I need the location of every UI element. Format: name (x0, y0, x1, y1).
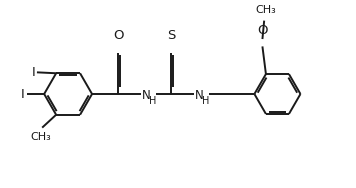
Text: S: S (167, 29, 176, 42)
Text: N: N (142, 89, 150, 102)
Text: CH₃: CH₃ (30, 132, 51, 142)
Text: I: I (21, 87, 25, 101)
Text: H: H (202, 96, 209, 106)
Text: N: N (195, 89, 204, 102)
Text: H: H (148, 96, 156, 106)
Text: I: I (31, 66, 35, 79)
Text: CH₃: CH₃ (256, 5, 276, 15)
Text: O: O (257, 24, 268, 37)
Text: O: O (113, 29, 124, 42)
